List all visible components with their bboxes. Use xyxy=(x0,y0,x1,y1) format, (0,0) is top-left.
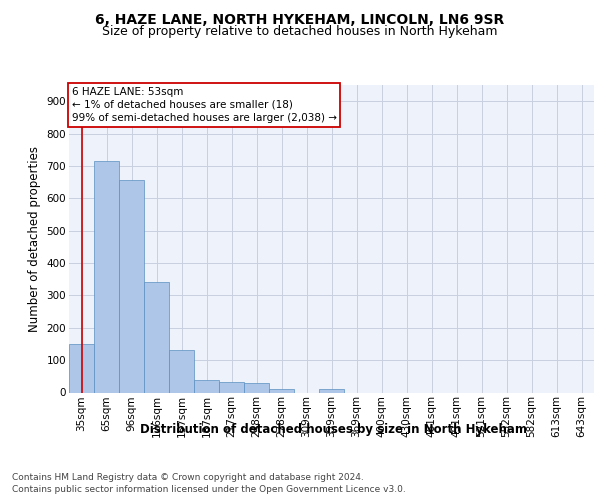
Bar xyxy=(169,350,194,393)
Text: Distribution of detached houses by size in North Hykeham: Distribution of detached houses by size … xyxy=(140,422,527,436)
Bar xyxy=(69,344,94,393)
Bar xyxy=(244,384,269,392)
Bar xyxy=(319,390,344,392)
Text: Contains HM Land Registry data © Crown copyright and database right 2024.: Contains HM Land Registry data © Crown c… xyxy=(12,472,364,482)
Bar xyxy=(219,382,244,392)
Bar xyxy=(269,388,294,392)
Bar xyxy=(194,380,219,392)
Y-axis label: Number of detached properties: Number of detached properties xyxy=(28,146,41,332)
Text: Contains public sector information licensed under the Open Government Licence v3: Contains public sector information licen… xyxy=(12,485,406,494)
Bar xyxy=(144,282,169,393)
Text: 6, HAZE LANE, NORTH HYKEHAM, LINCOLN, LN6 9SR: 6, HAZE LANE, NORTH HYKEHAM, LINCOLN, LN… xyxy=(95,12,505,26)
Bar xyxy=(119,180,144,392)
Text: 6 HAZE LANE: 53sqm
← 1% of detached houses are smaller (18)
99% of semi-detached: 6 HAZE LANE: 53sqm ← 1% of detached hous… xyxy=(71,86,337,123)
Text: Size of property relative to detached houses in North Hykeham: Size of property relative to detached ho… xyxy=(102,25,498,38)
Bar xyxy=(94,161,119,392)
